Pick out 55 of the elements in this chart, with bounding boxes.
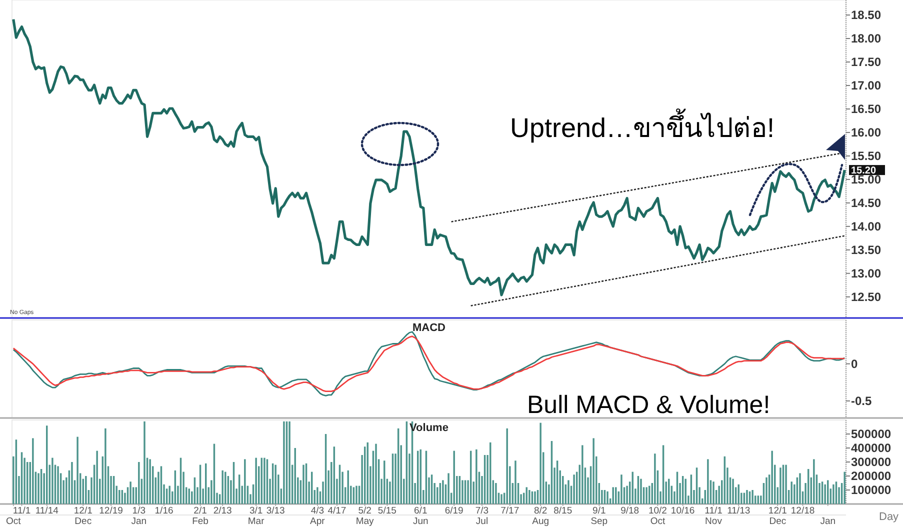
y-tick-label: 18.00 (851, 32, 882, 46)
y-tick-label: 15.50 (851, 148, 882, 163)
annotation: Uptrend…ขาขึ้นไปต่อ! (510, 108, 775, 143)
x-tick-label: 12/1 Dec (74, 506, 92, 527)
x-tick-label: 12/19 (99, 506, 123, 516)
x-tick-label: 7/17 (500, 506, 520, 516)
x-tick-label: 10/2 Oct (648, 506, 667, 527)
y-tick-label: 17.00 (851, 78, 882, 92)
x-tick-label: Oct (6, 516, 22, 527)
x-tick-label: 4/17 (328, 506, 346, 516)
y-tick-label: 16.50 (851, 102, 882, 116)
x-tick-label: 3/1 Mar (248, 506, 264, 527)
x-tick-label: 9/18 (620, 506, 640, 516)
line-series (12, 18, 846, 296)
x-tick-label: 7/3 Jul (475, 506, 489, 527)
x-tick-label: 6/1 Jun (412, 506, 428, 527)
x-tick-label: 1/16 (154, 506, 174, 516)
x-tick-label: 8/15 (554, 506, 572, 516)
y-tick-label: 14.00 (851, 219, 882, 234)
x-tick-label: 2/13 (213, 506, 232, 516)
y-tick-label: 200000 (851, 469, 892, 483)
x-tick-label: 8/2 Aug (532, 506, 550, 527)
x-tick-label: 3/13 (266, 506, 285, 516)
x-tick-label: 11/13 (727, 506, 750, 516)
x-tick-label: 5/15 (378, 506, 396, 516)
x-tick-label: 10/16 (670, 506, 695, 516)
chart-title: MACD (412, 322, 446, 334)
annotation: Bull MACD & Volume! (527, 391, 770, 419)
y-tick-label: 14.50 (851, 196, 882, 210)
y-tick-label: 0 (851, 356, 858, 371)
x-axis-title: Day (879, 511, 900, 523)
x-tick-label: 11/1 Nov (704, 506, 722, 527)
y-tick-label: 17.50 (851, 55, 882, 70)
x-tick-label: 12/18 (790, 506, 815, 516)
y-tick-label: -0.5 (851, 394, 872, 408)
y-tick-label: 13.00 (851, 266, 882, 280)
x-tick-label: 9/1 Sep (590, 506, 608, 527)
y-tick-label: 15.00 (851, 172, 882, 186)
x-tick-label: Jan (820, 516, 836, 527)
y-tick-label: 100000 (851, 483, 892, 497)
x-tick-label: 11/14 (35, 506, 58, 516)
x-tick-label: 5/2 May (356, 506, 374, 527)
x-tick-label: 12/1 Dec (768, 506, 787, 527)
x-tick-label: 2/1 Feb (192, 506, 208, 527)
y-tick-label: 18.50 (851, 8, 882, 22)
y-tick-label: 400000 (851, 441, 892, 455)
y-tick-label: 500000 (851, 427, 892, 441)
x-tick-label: 4/3 Apr (310, 506, 325, 527)
y-tick-label: 16.00 (851, 125, 882, 140)
y-tick-label: 13.50 (851, 242, 882, 257)
x-tick-label: 6/19 (444, 506, 464, 516)
x-tick-label: 11/1 (12, 506, 31, 516)
y-tick-label: 12.50 (851, 290, 882, 304)
x-tick-label: 1/3 Jan (131, 506, 147, 527)
y-tick-label: 300000 (851, 455, 892, 469)
